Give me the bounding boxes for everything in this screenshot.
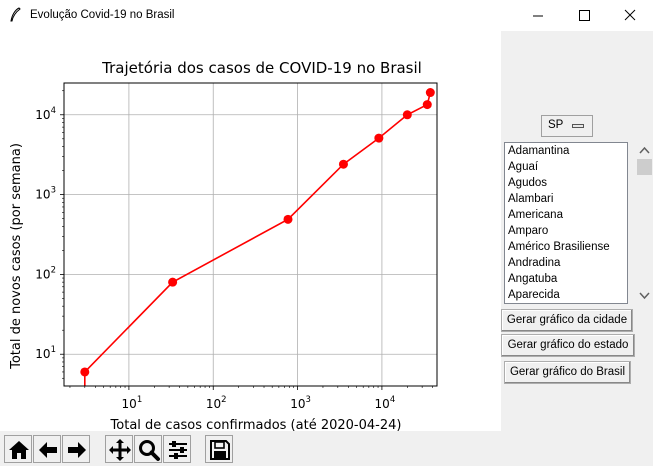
data-point [422, 100, 432, 110]
list-item[interactable]: Agudos [508, 177, 548, 189]
state-option-menu[interactable]: SP [541, 115, 593, 137]
list-item[interactable]: Alambari [508, 193, 554, 205]
close-button[interactable] [607, 0, 653, 31]
zoom-icon [139, 440, 160, 461]
y-tick-label: 103 [35, 186, 56, 202]
option-menu-indicator-icon [572, 124, 584, 128]
window-titlebar: Evolução Covid-19 no Brasil [0, 0, 653, 31]
save-icon [210, 440, 230, 460]
forward-button[interactable] [62, 435, 90, 463]
chart-title: Trajetória dos casos de COVID-19 no Bras… [101, 59, 422, 77]
minimize-button[interactable] [515, 0, 561, 31]
data-point [168, 277, 178, 287]
axis-ticks: 101 102 103 104 101 102 103 104 [35, 90, 433, 411]
minimize-icon [533, 15, 543, 17]
list-item[interactable]: Aparecida [508, 289, 560, 301]
home-icon [9, 441, 29, 459]
home-button[interactable] [4, 435, 32, 463]
state-option-value: SP [548, 119, 564, 131]
y-tick-label: 104 [35, 106, 56, 122]
x-tick-label: 101 [122, 395, 143, 411]
list-item[interactable]: Amparo [508, 225, 549, 237]
pan-button[interactable] [105, 435, 133, 463]
city-list-scrollbar[interactable] [636, 142, 653, 304]
data-point [425, 88, 435, 98]
trajectory-chart: 101 102 103 104 101 102 103 104 Trajetória dos … [9, 59, 438, 433]
list-item[interactable]: Andradina [508, 257, 561, 269]
x-axis-label: Total de casos confirmados (até 2020-04-… [110, 418, 402, 431]
scroll-down-icon[interactable] [636, 287, 653, 304]
maximize-button[interactable] [561, 0, 607, 31]
data-point [374, 133, 384, 143]
save-button[interactable] [205, 435, 233, 463]
forward-arrow-icon [68, 442, 86, 458]
data-point [402, 110, 412, 120]
y-tick-label: 101 [35, 345, 56, 361]
configure-subplots-icon [169, 441, 187, 459]
configure-subplots-button[interactable] [163, 435, 191, 463]
list-item[interactable]: Américo Brasiliense [508, 241, 610, 253]
grid [64, 83, 437, 386]
list-item[interactable]: Aguaí [508, 161, 539, 173]
y-tick-label: 102 [35, 265, 56, 281]
list-item[interactable]: Angatuba [508, 273, 558, 285]
plot-canvas[interactable]: 101 102 103 104 101 102 103 104 Trajetória dos … [0, 31, 501, 433]
state-chart-button[interactable]: Gerar gráfico do estado [501, 334, 635, 357]
maximize-icon [579, 10, 590, 21]
data-point [283, 214, 293, 224]
y-axis-label: Total de novos casos (por semana) [9, 143, 24, 370]
zoom-button[interactable] [134, 435, 162, 463]
city-listbox[interactable]: Adamantina Aguaí Agudos Alambari America… [504, 142, 628, 304]
scrollbar-thumb[interactable] [637, 159, 652, 175]
list-item[interactable]: Adamantina [508, 145, 570, 157]
feather-icon [10, 7, 21, 22]
x-tick-label: 102 [206, 395, 227, 411]
list-item[interactable]: Americana [508, 209, 563, 221]
close-icon [624, 9, 636, 21]
x-tick-label: 104 [375, 395, 396, 411]
window-title: Evolução Covid-19 no Brasil [30, 9, 175, 21]
pan-icon [109, 439, 131, 461]
country-chart-button[interactable]: Gerar gráfico do Brasil [504, 361, 631, 384]
back-arrow-icon [39, 442, 57, 458]
scroll-up-icon[interactable] [636, 142, 653, 159]
series [80, 88, 435, 386]
city-chart-button[interactable]: Gerar gráfico da cidade [501, 309, 633, 332]
axes-frame [63, 82, 438, 387]
data-point [80, 367, 90, 377]
data-point [338, 159, 348, 169]
x-tick-label: 103 [290, 395, 311, 411]
back-button[interactable] [33, 435, 61, 463]
